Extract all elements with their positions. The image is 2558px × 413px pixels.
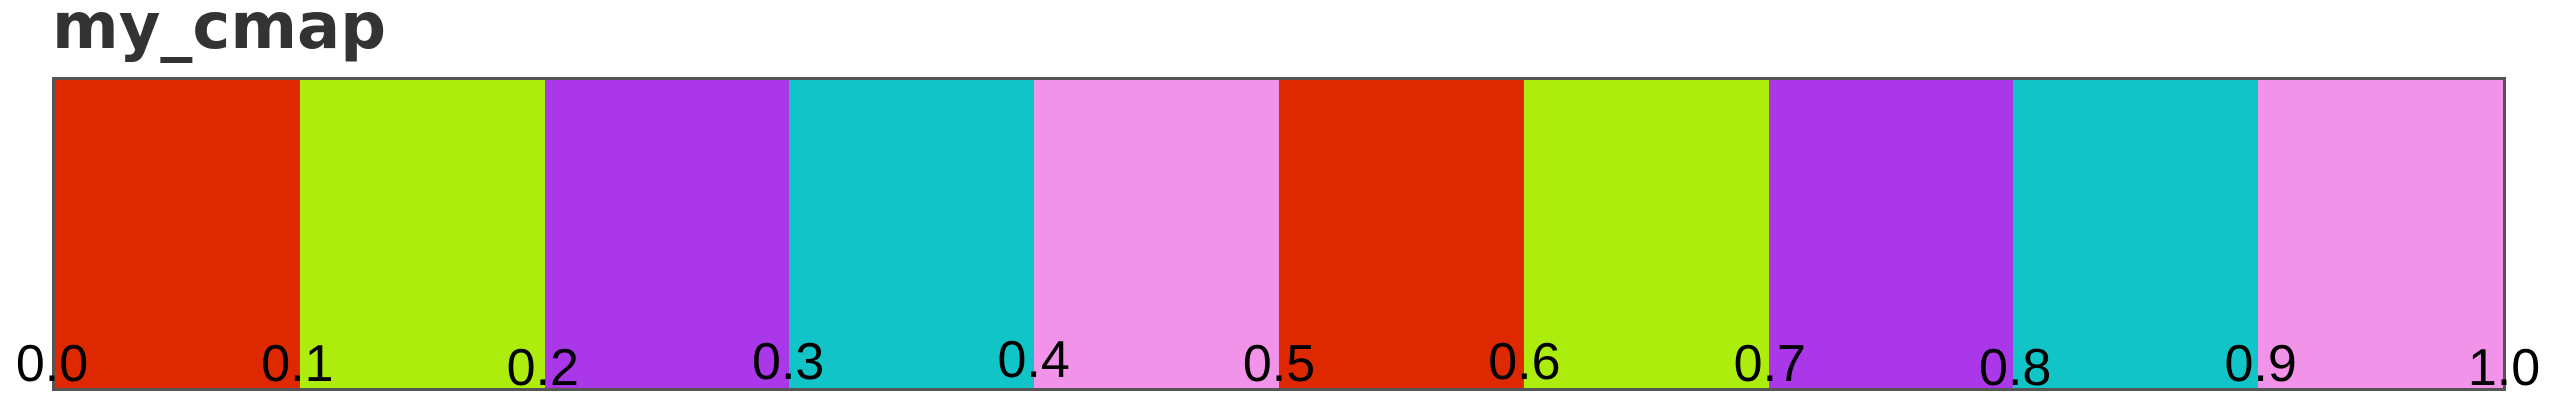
chart-title: my_cmap xyxy=(52,0,387,64)
tick-label: 0.3 xyxy=(752,333,825,391)
tick-label: 0.9 xyxy=(2224,335,2297,393)
tick-label: 1.0 xyxy=(2467,339,2541,397)
colormap-segment xyxy=(1768,80,2014,388)
colormap-segment xyxy=(299,80,545,388)
tick-label: 0.7 xyxy=(1733,335,1806,393)
colormap-segment xyxy=(1523,80,1769,388)
colormap-segment xyxy=(1034,80,1279,388)
colormap-segment xyxy=(55,80,300,388)
colormap-segment xyxy=(2013,80,2259,388)
colormap-bar xyxy=(52,77,2506,391)
tick-label: 0.0 xyxy=(15,335,89,393)
tick-label: 0.1 xyxy=(261,335,334,393)
tick-label: 0.2 xyxy=(506,339,579,397)
tick-label: 0.4 xyxy=(997,331,1070,389)
colormap-segment xyxy=(2258,80,2503,388)
tick-label: 0.8 xyxy=(1979,339,2052,397)
tick-label: 0.5 xyxy=(1242,335,1316,393)
colormap-segment xyxy=(544,80,790,388)
tick-label: 0.6 xyxy=(1488,333,1561,391)
colormap-segment xyxy=(789,80,1035,388)
colormap-segment xyxy=(1278,80,1524,388)
